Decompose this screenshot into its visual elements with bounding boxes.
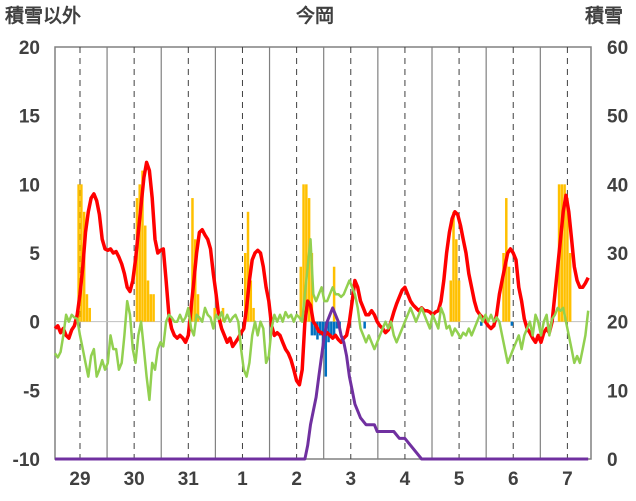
orange-bar bbox=[560, 184, 564, 322]
right-axis-label: 積雪 bbox=[585, 6, 624, 27]
orange-bar bbox=[452, 211, 455, 322]
orange-bar bbox=[299, 266, 303, 322]
x-tick-label: 6 bbox=[508, 469, 519, 490]
grid bbox=[55, 47, 591, 459]
right-tick-label: 40 bbox=[607, 175, 628, 196]
right-tick-label: 30 bbox=[607, 244, 628, 265]
left-ticks: 20 15 10 5 0 -5 -10 bbox=[13, 38, 41, 471]
orange-bar bbox=[144, 225, 147, 322]
x-ticks: 29 30 31 1 2 3 4 5 6 7 bbox=[69, 469, 572, 490]
orange-bar bbox=[455, 239, 458, 322]
orange-bar bbox=[246, 211, 250, 322]
x-tick-label: 7 bbox=[562, 469, 573, 490]
x-tick-label: 29 bbox=[69, 469, 90, 490]
series-lines bbox=[53, 160, 590, 461]
orange-bar bbox=[507, 266, 511, 322]
right-tick-label: 10 bbox=[607, 381, 628, 402]
orange-bar bbox=[332, 266, 336, 322]
x-tick-label: 5 bbox=[454, 469, 465, 490]
left-tick-label: 15 bbox=[19, 107, 41, 128]
orange-bar bbox=[566, 198, 569, 322]
orange-bar bbox=[502, 253, 505, 322]
orange-bar bbox=[141, 170, 144, 322]
orange-bar bbox=[85, 294, 89, 322]
orange-bar bbox=[191, 198, 194, 322]
orange-bar bbox=[449, 280, 453, 322]
x-tick-label: 4 bbox=[400, 469, 411, 490]
orange-bar bbox=[77, 184, 80, 322]
x-tick-label: 30 bbox=[124, 469, 145, 490]
right-ticks: 60 50 40 30 20 10 0 bbox=[607, 38, 628, 471]
left-tick-label: -5 bbox=[23, 381, 40, 402]
orange-bar bbox=[568, 253, 572, 322]
left-tick-label: 5 bbox=[29, 244, 40, 265]
blue-bar bbox=[510, 321, 514, 326]
left-tick-label: 10 bbox=[19, 175, 40, 196]
left-tick-label: -10 bbox=[13, 450, 40, 471]
orange-bar bbox=[149, 294, 153, 322]
blue-bar bbox=[318, 321, 322, 336]
right-tick-label: 50 bbox=[607, 107, 628, 128]
series-line-purple bbox=[55, 306, 589, 461]
right-tick-label: 20 bbox=[607, 313, 628, 334]
orange-bar bbox=[196, 294, 200, 322]
blue-bar bbox=[310, 321, 314, 336]
blue-bar bbox=[324, 321, 328, 377]
chart-title: 今岡 bbox=[296, 6, 335, 27]
orange-bar bbox=[146, 280, 150, 322]
orange-bar bbox=[457, 280, 461, 322]
left-tick-label: 0 bbox=[29, 313, 40, 334]
blue-bar bbox=[480, 321, 483, 326]
orange-bar bbox=[213, 307, 216, 322]
blue-bar bbox=[335, 321, 339, 329]
blue-bar bbox=[363, 321, 366, 329]
blue-bar bbox=[330, 321, 333, 336]
orange-bar bbox=[305, 184, 308, 322]
x-tick-label: 2 bbox=[291, 469, 302, 490]
right-tick-label: 0 bbox=[607, 450, 618, 471]
left-axis-label: 積雪以外 bbox=[5, 6, 82, 27]
blue-bar bbox=[332, 321, 336, 336]
orange-bar bbox=[88, 307, 91, 322]
left-tick-label: 20 bbox=[19, 38, 40, 59]
blue-bar bbox=[313, 321, 316, 336]
orange-bar bbox=[563, 184, 566, 322]
series-line-red bbox=[53, 160, 590, 387]
x-tick-label: 1 bbox=[237, 469, 248, 490]
orange-bar bbox=[80, 184, 83, 322]
orange-bar bbox=[252, 307, 255, 322]
x-tick-label: 3 bbox=[345, 469, 356, 490]
orange-bar bbox=[138, 184, 141, 322]
orange-bar bbox=[243, 253, 247, 322]
orange-bar bbox=[302, 184, 305, 322]
orange-bar bbox=[249, 280, 253, 322]
x-tick-label: 31 bbox=[178, 469, 200, 490]
series-line-green bbox=[53, 238, 590, 402]
right-tick-label: 60 bbox=[607, 38, 628, 59]
orange-bar bbox=[152, 294, 155, 322]
